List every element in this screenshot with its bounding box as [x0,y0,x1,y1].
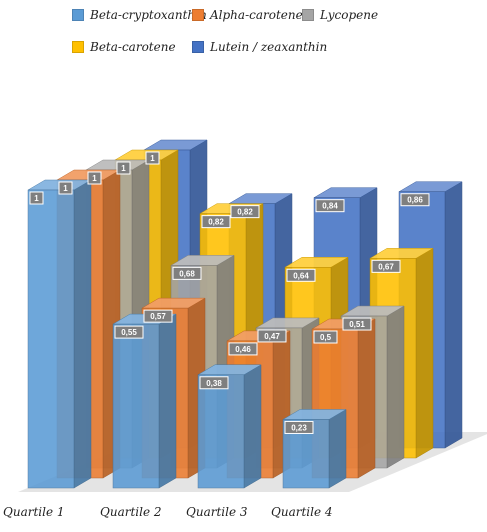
legend-item-alpha-carotene: Alpha-carotene [192,6,303,24]
data-label-box [286,268,316,282]
data-label-box [284,420,314,434]
bar-side [243,364,262,489]
data-label-box [114,325,144,339]
data-label: 0,47 [264,332,280,341]
data-label-box [145,151,160,165]
data-label-box [257,329,287,343]
data-label: 0,82 [237,208,253,217]
data-label: 0,51 [349,320,365,329]
data-label-box [87,171,102,185]
legend-swatch [302,9,314,21]
data-label-box [371,259,401,273]
x-tick-label: Quartile 4 [271,505,333,519]
legend-swatch [192,41,204,53]
data-label: 1 [121,164,126,173]
legend-swatch [72,41,84,53]
legend-label: Lutein / zeaxanthin [210,40,328,54]
data-label: 0,38 [206,379,222,388]
data-label: 0,68 [179,269,195,278]
data-label-box [58,181,73,195]
legend-label: Lycopene [320,8,379,22]
legend-item-lycopene: Lycopene [302,6,378,24]
x-tick-label: Quartile 2 [100,505,162,519]
data-label: 1 [92,174,97,183]
bar-side [386,305,405,469]
data-label-box [313,330,338,344]
data-label-box [315,199,345,213]
data-label: 0,67 [378,262,394,271]
data-label-box [116,161,131,175]
legend-label: Beta-carotene [90,40,176,54]
data-label-box [143,309,173,323]
data-label: 0,57 [150,312,166,321]
data-label-box [201,215,231,229]
data-label: 0,86 [407,196,423,205]
bar-side [158,313,177,489]
data-label: 0,64 [293,271,309,280]
data-label: 0,23 [291,423,307,432]
data-label-box [29,191,44,205]
data-label-box [172,266,202,280]
x-tick-label: Quartile 1 [3,505,65,519]
data-label: 0,84 [322,202,338,211]
bar [27,189,75,489]
data-label: 1 [34,194,39,203]
bar [197,374,245,489]
legend-item-beta-cryptoxanthin: Beta-cryptoxanthin [72,6,207,24]
data-label: 0,46 [235,345,251,354]
bar-side [328,409,347,489]
data-label: 0,5 [320,333,332,342]
data-label: 0,55 [121,328,137,337]
data-label-box [342,317,372,331]
legend-item-beta-carotene: Beta-carotene [72,38,176,56]
legend-item-lutein-zeaxanthin: Lutein / zeaxanthin [192,38,327,56]
data-label-box [199,376,229,390]
bar-side [444,181,463,449]
legend-swatch [192,9,204,21]
data-label-box [228,342,258,356]
data-label: 1 [150,154,155,163]
bar [112,323,160,489]
legend-label: Alpha-carotene [210,8,303,22]
x-tick-label: Quartile 3 [186,505,248,519]
data-label: 1 [63,184,68,193]
data-label-box [230,205,260,219]
data-label-box [400,193,430,207]
bar-side [415,247,434,459]
legend-swatch [72,9,84,21]
data-label: 0,82 [208,218,224,227]
legend-label: Beta-cryptoxanthin [90,8,207,22]
bar-side [73,179,92,489]
bar-side [357,318,376,479]
